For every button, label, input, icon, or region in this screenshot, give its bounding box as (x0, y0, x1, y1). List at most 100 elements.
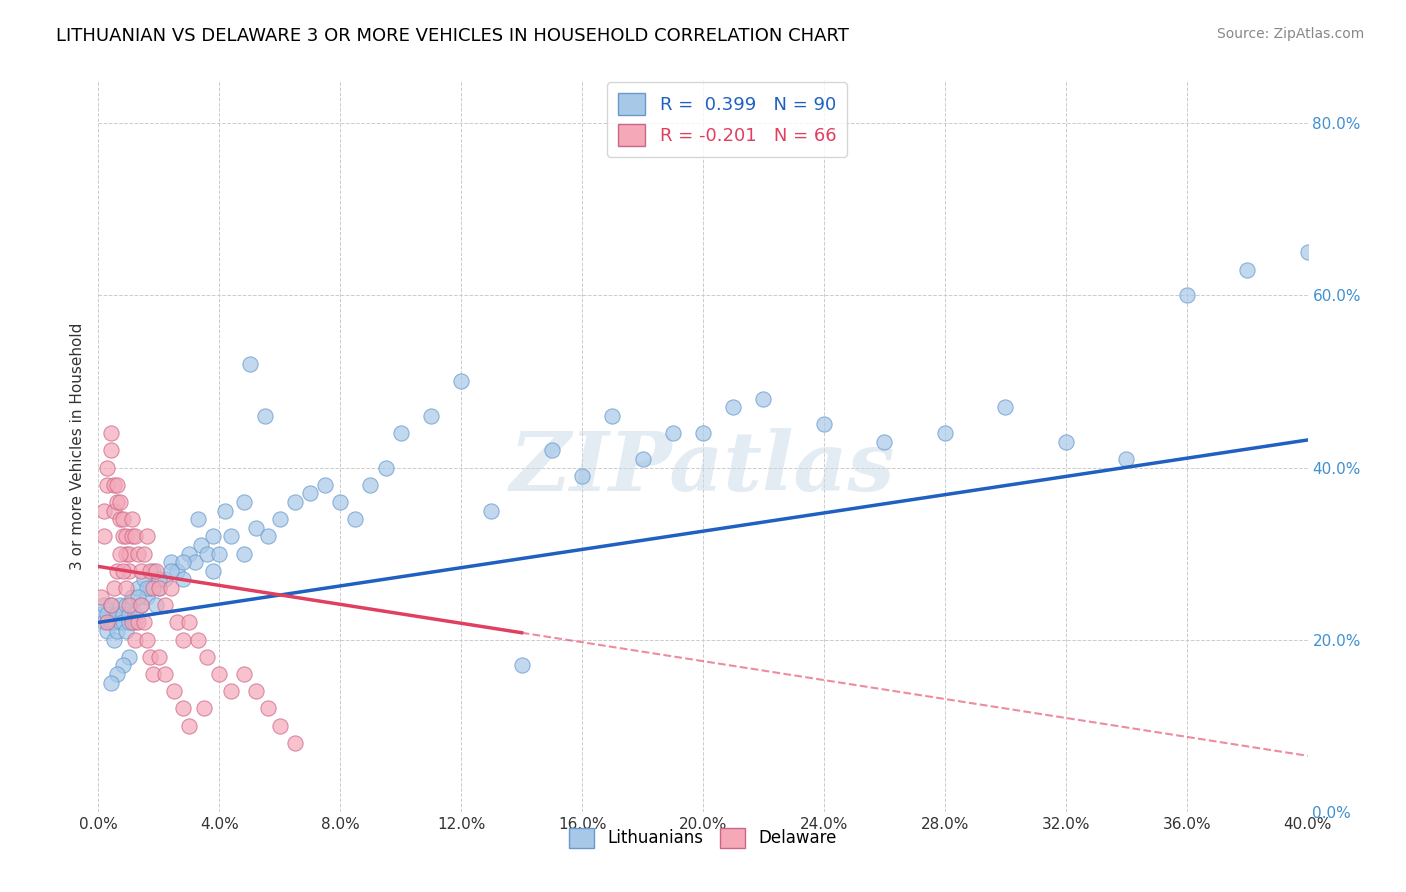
Point (256, 701, 278, 715)
Point (108, 547, 131, 561)
Point (190, 538, 212, 552)
Point (1115, 451, 1137, 466)
Point (1054, 434, 1077, 449)
Point (166, 564, 188, 578)
Point (111, 615, 134, 630)
Point (202, 529, 225, 543)
Point (118, 607, 141, 621)
Point (103, 581, 125, 595)
Point (208, 667, 231, 681)
Point (153, 598, 176, 612)
Point (100, 598, 122, 612)
Point (160, 555, 183, 569)
Point (160, 581, 183, 595)
Point (132, 573, 155, 587)
Point (193, 701, 215, 715)
Point (172, 555, 194, 569)
Point (103, 615, 125, 630)
Point (208, 547, 231, 561)
Point (100, 675, 122, 690)
Point (571, 469, 593, 483)
Point (179, 547, 201, 561)
Point (111, 512, 134, 526)
Point (148, 649, 170, 664)
Point (96, 477, 118, 491)
Point (96, 615, 118, 630)
Point (142, 581, 165, 595)
Point (124, 632, 146, 647)
Point (631, 451, 654, 466)
Point (111, 529, 134, 543)
Y-axis label: 3 or more Vehicles in Household: 3 or more Vehicles in Household (69, 322, 84, 570)
Point (114, 529, 136, 543)
Point (145, 598, 167, 612)
Point (232, 495, 254, 509)
Point (873, 434, 896, 449)
Point (389, 426, 412, 441)
Point (135, 529, 157, 543)
Point (127, 590, 149, 604)
Point (540, 443, 562, 458)
Text: ZIPatlas: ZIPatlas (510, 428, 896, 508)
Point (93, 529, 115, 543)
Point (129, 598, 152, 612)
Point (93, 503, 115, 517)
Point (256, 529, 278, 543)
Point (661, 426, 683, 441)
Point (245, 521, 267, 535)
Point (114, 547, 136, 561)
Point (105, 607, 128, 621)
Point (135, 632, 157, 647)
Point (195, 649, 218, 664)
Point (105, 564, 128, 578)
Point (172, 573, 194, 587)
Point (187, 512, 209, 526)
Point (344, 512, 367, 526)
Point (166, 615, 188, 630)
Point (214, 503, 236, 517)
Point (602, 409, 624, 423)
Point (139, 564, 162, 578)
Point (132, 615, 155, 630)
Point (360, 477, 382, 491)
Point (135, 581, 157, 595)
Point (239, 357, 262, 371)
Point (1296, 245, 1319, 260)
Point (221, 529, 243, 543)
Point (269, 719, 291, 733)
Point (103, 503, 125, 517)
Point (121, 529, 143, 543)
Point (172, 701, 194, 715)
Point (108, 495, 131, 509)
Point (221, 684, 243, 698)
Point (93, 615, 115, 630)
Point (118, 615, 141, 630)
Point (121, 590, 143, 604)
Point (232, 667, 254, 681)
Point (148, 581, 170, 595)
Point (129, 598, 152, 612)
Point (450, 375, 472, 389)
Point (142, 564, 165, 578)
Point (135, 590, 157, 604)
Point (934, 426, 956, 441)
Point (1175, 288, 1198, 302)
Point (105, 624, 128, 638)
Point (90, 607, 112, 621)
Point (127, 581, 149, 595)
Point (245, 684, 267, 698)
Point (187, 632, 209, 647)
Point (129, 564, 152, 578)
Point (114, 598, 136, 612)
Point (253, 409, 276, 423)
Point (105, 477, 128, 491)
Point (148, 581, 170, 595)
Point (121, 615, 143, 630)
Point (269, 512, 291, 526)
Point (481, 503, 503, 517)
Point (96, 624, 118, 638)
Point (103, 632, 125, 647)
Point (723, 401, 745, 415)
Point (172, 632, 194, 647)
Point (100, 426, 122, 441)
